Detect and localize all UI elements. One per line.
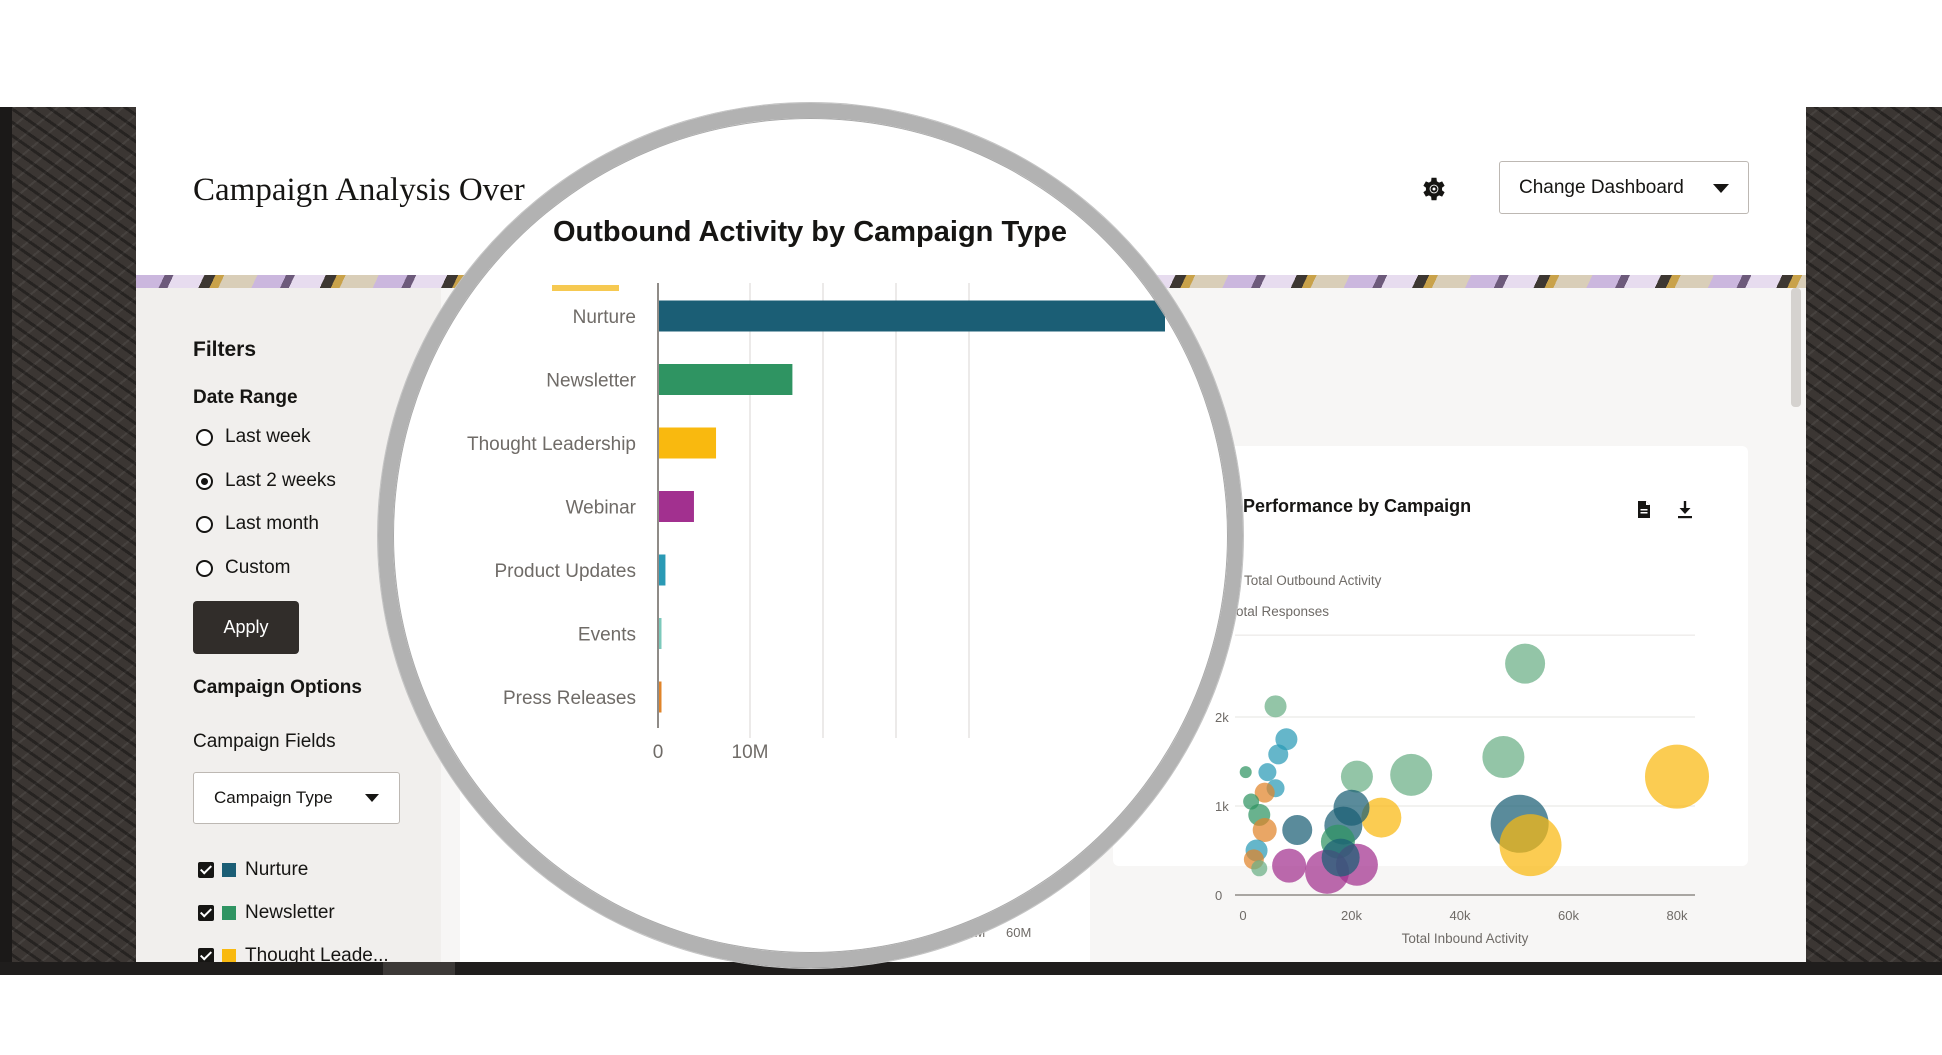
performance-card-title: Performance by Campaign [1243, 496, 1472, 516]
radio-label: Last month [225, 513, 319, 534]
campaign-fields-label: Campaign Fields [193, 731, 336, 752]
bubble-point [1252, 818, 1277, 843]
vertical-scrollbar[interactable] [1791, 288, 1801, 407]
x-tick-label: 20k [1341, 908, 1362, 923]
checkbox-row-thought-leadership[interactable]: Thought Leade... [198, 944, 389, 962]
color-swatch [222, 863, 236, 877]
checkbox-checked[interactable] [198, 862, 214, 878]
checkbox-checked[interactable] [198, 948, 214, 962]
y-tick-label: 0 [1215, 888, 1222, 903]
bubble-point [1239, 766, 1252, 779]
bar-chart: Nurture Newsletter Thought Leadership Webin… [467, 283, 1165, 763]
legend-label: Total Outbound Activity [1244, 573, 1382, 588]
bubble-point [1390, 753, 1433, 796]
radio-label: Last 2 weeks [225, 470, 336, 491]
x-tick-label: 60k [1558, 908, 1579, 923]
gear-icon[interactable] [1419, 174, 1449, 204]
bubble-point [1482, 736, 1525, 779]
chevron-down-icon [365, 794, 379, 802]
radio-button-selected[interactable] [196, 472, 213, 490]
radio-last-week[interactable]: Last week [196, 424, 311, 450]
legend-label: otal Responses [1236, 604, 1329, 619]
radio-label: Last week [225, 426, 311, 447]
checkbox-row-newsletter[interactable]: Newsletter [198, 901, 335, 925]
bar-newsletter [659, 364, 793, 395]
title-accent-bar [552, 285, 619, 291]
bubble-point [1645, 744, 1709, 809]
bubble-point [1268, 744, 1289, 765]
y-tick-label: 2k [1215, 710, 1229, 725]
category-label: Webinar [566, 498, 637, 519]
axis-tick-label: 60M [1006, 925, 1032, 940]
apply-button[interactable]: Apply [193, 601, 299, 654]
radio-button[interactable] [196, 559, 213, 577]
bubble-point [1499, 814, 1562, 877]
x-axis-label: Total Inbound Activity [1402, 931, 1529, 946]
bubble-chart: Total Outbound Activity otal Responses 0 1k… [1215, 573, 1709, 946]
change-dashboard-dropdown[interactable]: Change Dashboard [1499, 161, 1749, 214]
radio-button[interactable] [196, 515, 213, 533]
checkbox-row-nurture[interactable]: Nurture [198, 858, 308, 882]
taskbar [0, 962, 1942, 975]
bubble-point [1361, 797, 1402, 838]
bubble-point [1282, 815, 1313, 846]
page-title: Campaign Analysis Over [193, 172, 525, 208]
bar-webinar [659, 491, 694, 522]
checkbox-label: Nurture [245, 859, 309, 880]
bubble-point [1505, 643, 1546, 684]
checkbox-checked[interactable] [198, 905, 214, 921]
change-dashboard-label: Change Dashboard [1519, 176, 1684, 198]
bubble-point [1264, 695, 1287, 718]
bubble-point [1272, 848, 1307, 883]
category-label: Newsletter [546, 371, 636, 392]
bubble-point [1254, 782, 1275, 803]
bar-press-releases [659, 681, 662, 713]
magnifier-lens: Outbound Activity by Campaign Type Nurtu… [383, 108, 1238, 963]
radio-last-2-weeks[interactable]: Last 2 weeks [196, 468, 336, 494]
category-label: Press Releases [503, 688, 636, 709]
color-swatch [222, 906, 236, 920]
chevron-down-icon [1713, 184, 1729, 193]
category-label: Product Updates [494, 561, 636, 582]
bar-product-updates [659, 554, 666, 586]
category-label: Thought Leadership [467, 434, 636, 455]
category-label: Events [578, 625, 636, 646]
x-tick-label: 80k [1667, 908, 1688, 923]
x-tick-label: 0 [653, 742, 664, 763]
campaign-field-select[interactable]: Campaign Type [193, 772, 400, 824]
bubble-point [1321, 838, 1360, 877]
radio-custom[interactable]: Custom [196, 555, 290, 581]
color-swatch [222, 949, 236, 962]
checkbox-label: Thought Leade... [245, 945, 389, 962]
bubble-point [1258, 763, 1277, 782]
bar-thought-leadership [659, 427, 717, 459]
bar-chart-title: Outbound Activity by Campaign Type [553, 216, 1067, 248]
checkbox-label: Newsletter [245, 902, 335, 923]
download-icon[interactable] [1677, 500, 1693, 519]
bubble-point [1340, 760, 1373, 793]
campaign-options-label: Campaign Options [193, 677, 362, 698]
x-tick-label: 10M [732, 742, 769, 763]
bubble-point [1251, 860, 1268, 877]
background-pattern-right [1806, 107, 1942, 975]
x-tick-label: 0 [1239, 908, 1246, 923]
category-label: Nurture [573, 307, 636, 328]
radio-button[interactable] [196, 428, 213, 446]
radio-last-month[interactable]: Last month [196, 511, 319, 537]
date-range-label: Date Range [193, 387, 298, 408]
bar-events [659, 618, 662, 649]
y-tick-label: 1k [1215, 799, 1229, 814]
x-tick-label: 40k [1450, 908, 1471, 923]
background-pattern-left [0, 107, 136, 975]
document-icon[interactable] [1636, 500, 1652, 519]
bar-nurture [659, 300, 1165, 332]
filters-title: Filters [193, 338, 257, 361]
radio-label: Custom [225, 557, 291, 578]
campaign-field-value: Campaign Type [214, 788, 333, 807]
taskbar-tab[interactable] [383, 962, 455, 975]
